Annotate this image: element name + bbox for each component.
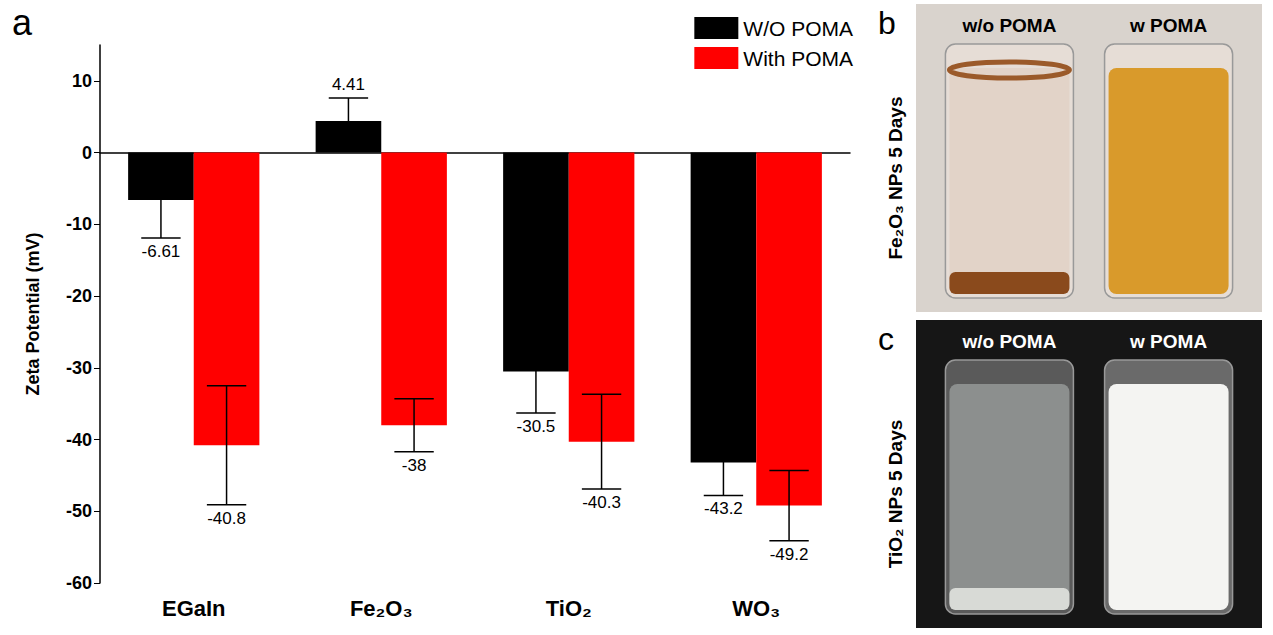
svg-text:-49.2: -49.2: [770, 545, 809, 564]
svg-text:Fe₂O₃ NPs 5 Days: Fe₂O₃ NPs 5 Days: [885, 97, 906, 260]
svg-text:w POMA: w POMA: [1129, 15, 1207, 36]
svg-text:-38: -38: [402, 456, 427, 475]
svg-text:w/o POMA: w/o POMA: [961, 15, 1056, 36]
svg-text:Fe₂O₃: Fe₂O₃: [350, 596, 413, 621]
svg-text:0: 0: [82, 143, 92, 163]
svg-text:W/O POMA: W/O POMA: [743, 17, 853, 40]
svg-text:-30.5: -30.5: [517, 417, 556, 436]
svg-text:EGaIn: EGaIn: [162, 596, 226, 621]
svg-text:-60: -60: [66, 573, 92, 593]
svg-text:w/o POMA: w/o POMA: [961, 331, 1056, 352]
svg-text:WO₃: WO₃: [732, 596, 780, 621]
svg-text:-10: -10: [66, 214, 92, 234]
svg-text:10: 10: [72, 71, 92, 91]
svg-text:-20: -20: [66, 286, 92, 306]
svg-text:-30: -30: [66, 358, 92, 378]
svg-text:TiO₂ NPs 5 Days: TiO₂ NPs 5 Days: [885, 420, 906, 569]
svg-text:Zeta Potential (mV): Zeta Potential (mV): [23, 232, 43, 395]
svg-text:w POMA: w POMA: [1129, 331, 1207, 352]
svg-text:TiO₂: TiO₂: [546, 596, 592, 621]
svg-text:-40: -40: [66, 430, 92, 450]
svg-text:With POMA: With POMA: [743, 47, 853, 70]
svg-text:-50: -50: [66, 501, 92, 521]
svg-text:4.41: 4.41: [332, 75, 365, 94]
svg-text:c: c: [878, 321, 894, 357]
svg-text:-40.8: -40.8: [207, 509, 246, 528]
svg-text:-6.61: -6.61: [142, 242, 181, 261]
html-text:a: a: [12, 2, 32, 43]
svg-text:b: b: [878, 5, 896, 41]
svg-text:-43.2: -43.2: [704, 499, 743, 518]
svg-text:-40.3: -40.3: [582, 493, 621, 512]
